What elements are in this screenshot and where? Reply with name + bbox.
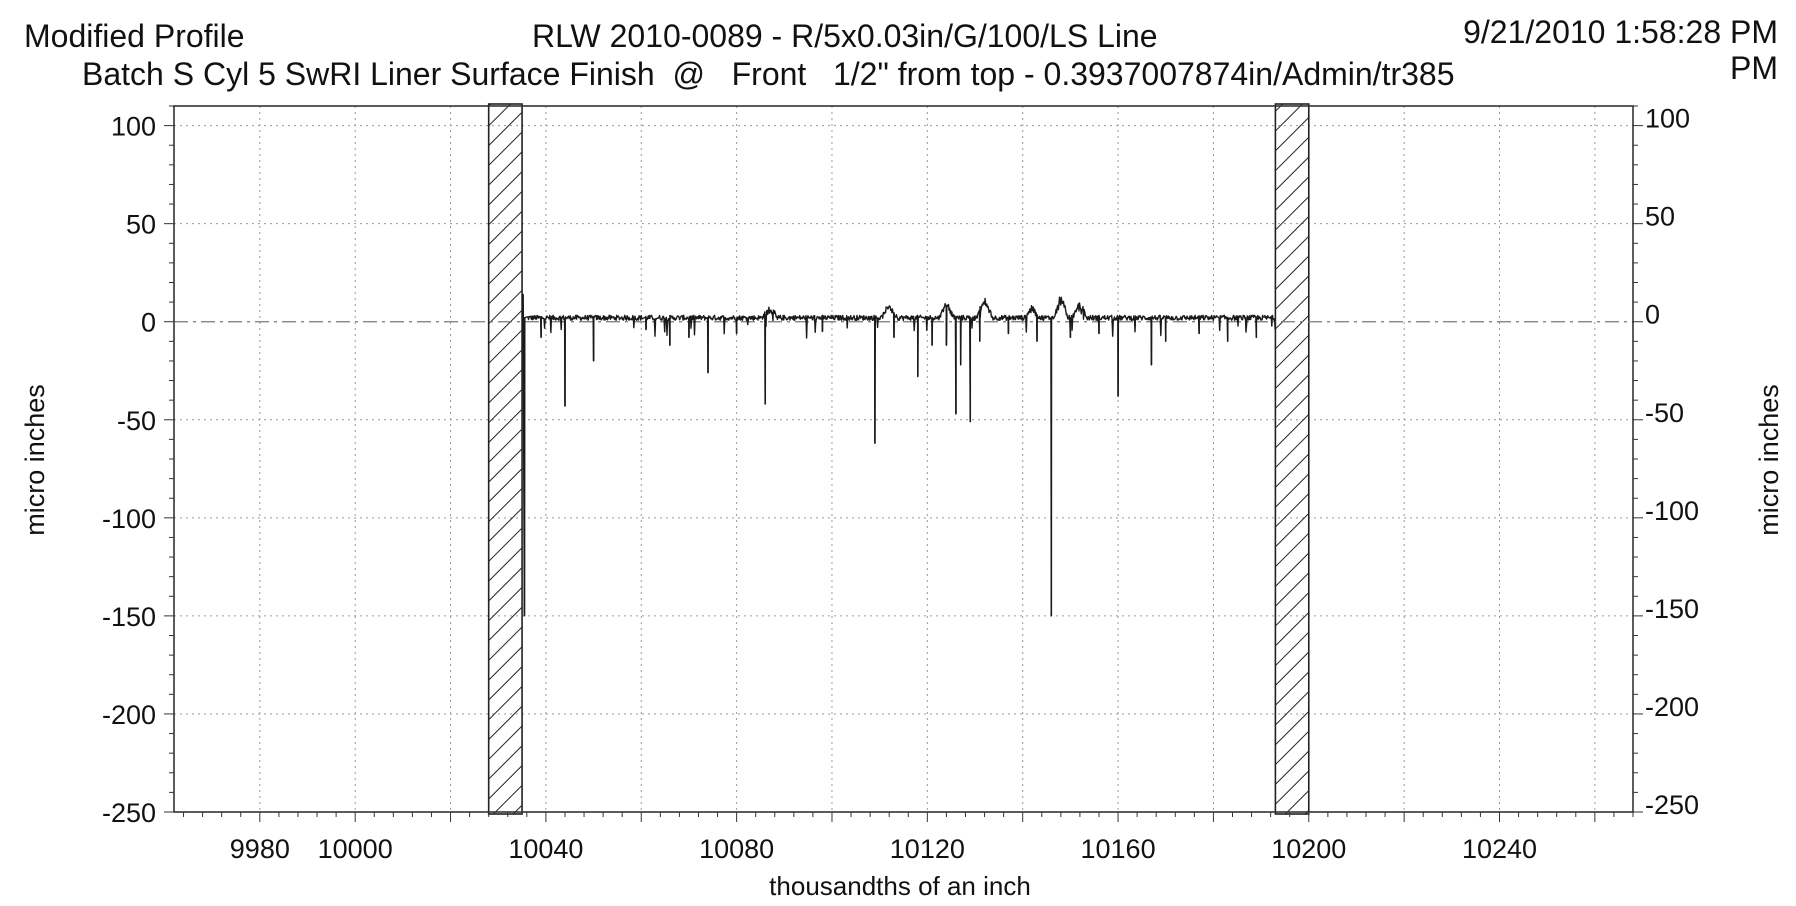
y-axis-title-left: micro inches [20, 384, 50, 536]
x-tick-label: 9980 [230, 834, 290, 864]
axis-labels: 9980 10000 10040 10080 10120 10160 10200 102401… [20, 104, 1784, 901]
x-axis-title: thousandths of an inch [769, 871, 1031, 901]
y-tick-label-right: -150 [1645, 594, 1699, 624]
grid [174, 106, 1633, 813]
profile-line [522, 293, 1276, 617]
y-tick-label-left: 100 [111, 112, 156, 142]
y-axis-title-right: micro inches [1754, 384, 1784, 536]
x-tick-label: 10080 [699, 834, 774, 864]
y-tick-label-left: 0 [141, 308, 156, 338]
y-tick-label-right: -250 [1645, 790, 1699, 820]
plot-frame [173, 105, 1634, 813]
y-tick-label-right: 100 [1645, 104, 1690, 134]
y-tick-label-left: 50 [126, 210, 156, 240]
instrument-settings-title: RLW 2010-0089 - R/5x0.03in/G/100/LS Line [532, 18, 1158, 54]
report-type-title: Modified Profile [24, 18, 245, 54]
axis-ticks [164, 105, 1643, 822]
y-tick-label-right: 50 [1645, 202, 1675, 232]
y-tick-label-left: -50 [117, 406, 156, 436]
y-tick-label-right: -100 [1645, 496, 1699, 526]
excluded-region [1274, 103, 1310, 815]
y-tick-label-left: -200 [102, 700, 156, 730]
x-tick-label: 10200 [1271, 834, 1346, 864]
excluded-region [487, 103, 523, 815]
timestamp-title: 9/21/2010 1:58:28 PM [1463, 14, 1778, 50]
x-tick-label: 10000 [318, 834, 393, 864]
x-tick-label: 10120 [890, 834, 965, 864]
y-tick-label-left: -100 [102, 504, 156, 534]
excluded-regions [487, 103, 1310, 815]
x-tick-label: 10240 [1462, 834, 1537, 864]
x-tick-label: 10040 [508, 834, 583, 864]
y-tick-label-right: -200 [1645, 692, 1699, 722]
overlapped-title-fragment: PM [1730, 50, 1778, 86]
profile-trace [522, 293, 1276, 617]
sample-description-title: Batch S Cyl 5 SwRI Liner Surface Finish … [82, 56, 1455, 92]
y-tick-label-left: -150 [102, 602, 156, 632]
y-tick-label-left: -250 [102, 798, 156, 828]
x-tick-label: 10160 [1081, 834, 1156, 864]
y-tick-label-right: 0 [1645, 300, 1660, 330]
y-tick-label-right: -50 [1645, 398, 1684, 428]
